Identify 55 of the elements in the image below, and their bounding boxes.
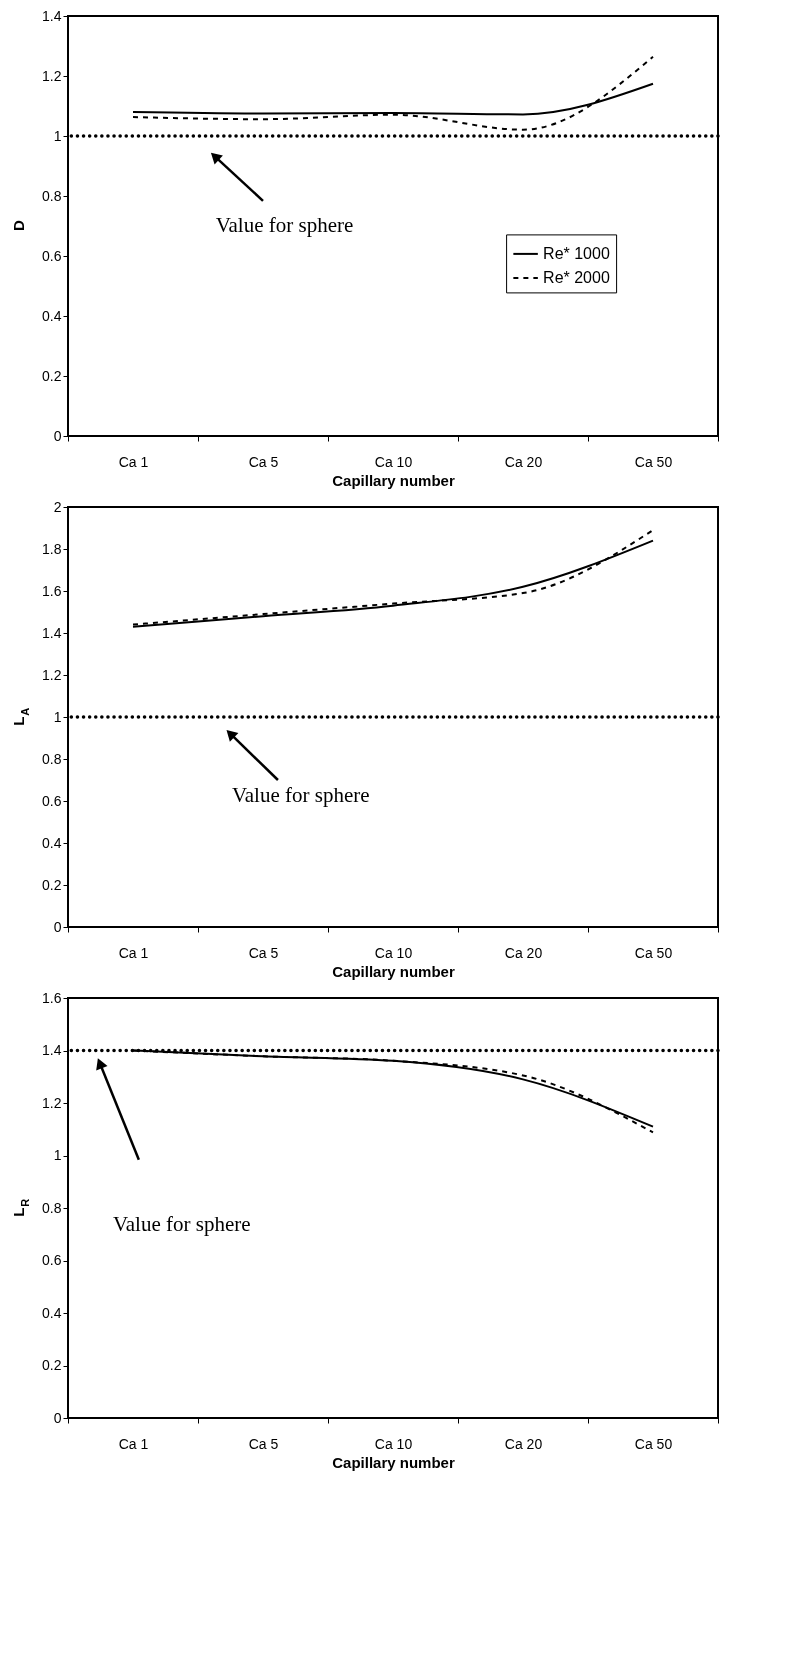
y-tick-label: 1.4 <box>42 624 62 641</box>
y-axis-title: LR <box>10 1198 31 1217</box>
y-tick-label: 0.8 <box>42 187 62 204</box>
annotation: Value for sphere <box>215 213 354 237</box>
y-tick-label: 0 <box>53 427 62 444</box>
x-tick-label: Ca 5 <box>248 944 279 961</box>
y-axis-title: D <box>10 220 27 232</box>
x-tick-label: Ca 10 <box>374 944 413 961</box>
y-tick-label: 0.6 <box>42 792 62 809</box>
annotation: Value for sphere <box>231 782 370 807</box>
legend-label: Re* 1000 <box>543 244 610 262</box>
y-tick-label: 2 <box>53 498 62 515</box>
x-tick-label: Ca 10 <box>374 1435 413 1452</box>
line-series <box>132 55 654 131</box>
y-tick-label: 0.2 <box>42 1357 62 1373</box>
x-axis-title: Capillary number <box>332 1453 455 1471</box>
y-tick-label: 1.2 <box>42 67 62 84</box>
y-tick-label: 1.8 <box>42 540 62 557</box>
y-tick-label: 0.6 <box>42 1252 62 1268</box>
x-tick-label: Ca 1 <box>118 453 149 470</box>
y-tick-label: 0.2 <box>42 876 62 893</box>
y-tick-label: 1.2 <box>42 1094 62 1111</box>
y-tick-label: 0 <box>53 1409 62 1426</box>
y-tick-label: 0.6 <box>42 247 62 264</box>
x-axis-title: Capillary number <box>332 962 455 980</box>
x-tick-label: Ca 5 <box>248 453 279 470</box>
x-tick-label: Ca 50 <box>634 453 673 470</box>
y-tick-label: 0.8 <box>42 1199 62 1216</box>
y-tick-label: 0.2 <box>42 367 62 384</box>
legend-label: Re* 2000 <box>543 268 610 286</box>
y-tick-label: 1.6 <box>42 989 62 1006</box>
y-tick-label: 1.6 <box>42 582 62 599</box>
y-tick-label: 1 <box>53 708 62 725</box>
y-tick-label: 1.2 <box>42 666 62 683</box>
x-axis-title: Capillary number <box>332 471 455 489</box>
x-tick-label: Ca 1 <box>118 944 149 961</box>
x-tick-label: Ca 20 <box>504 453 543 470</box>
y-tick-label: 1.4 <box>42 7 62 24</box>
x-tick-label: Ca 50 <box>634 1435 673 1452</box>
y-tick-label: 1.4 <box>42 1042 62 1058</box>
y-tick-label: 0 <box>53 918 62 935</box>
y-tick-label: 1 <box>53 1147 62 1163</box>
x-tick-label: Ca 50 <box>634 944 673 961</box>
y-tick-label: 1 <box>53 127 62 144</box>
y-tick-label: 0.4 <box>42 834 62 851</box>
x-tick-label: Ca 1 <box>118 1435 149 1452</box>
y-tick-label: 0.4 <box>42 307 62 324</box>
y-tick-label: 0.4 <box>42 1304 62 1321</box>
x-tick-label: Ca 10 <box>374 453 413 470</box>
x-tick-label: Ca 20 <box>504 1435 543 1452</box>
x-tick-label: Ca 20 <box>504 944 543 961</box>
y-tick-label: 0.8 <box>42 750 62 767</box>
x-tick-label: Ca 5 <box>248 1435 279 1452</box>
y-axis-title: LA <box>10 707 31 726</box>
annotation: Value for sphere <box>112 1211 251 1236</box>
